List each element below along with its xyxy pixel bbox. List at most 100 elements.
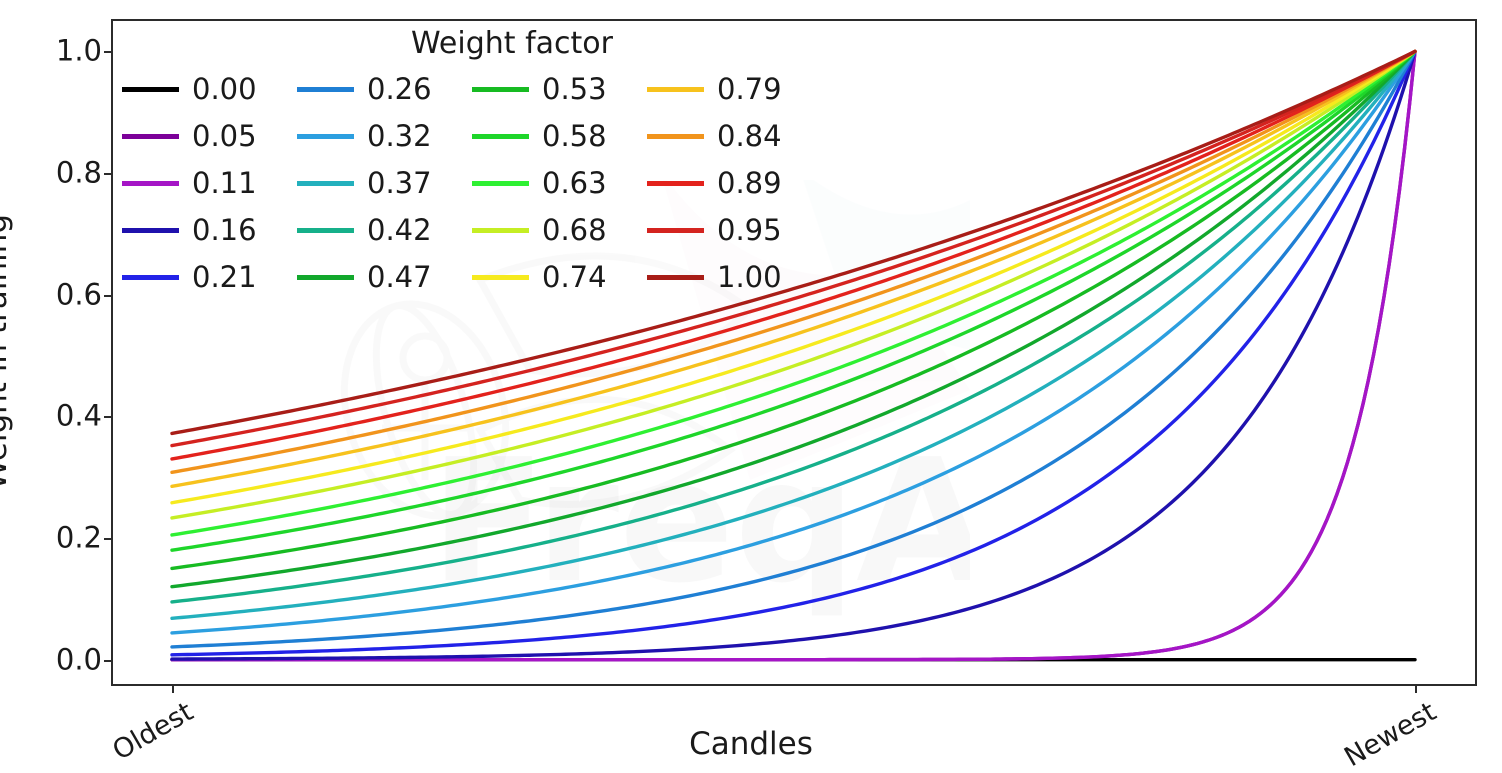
legend-entry[interactable]: 0.79 [647,70,822,110]
legend-entry-label: 0.58 [542,119,607,153]
data-series-line [170,49,1417,635]
legend-entry[interactable]: 0.26 [297,70,472,110]
y-tick-label: 0.6 [55,277,102,312]
legend-entry[interactable]: 0.58 [472,117,647,157]
data-series-line [170,49,1417,520]
legend-color-swatch [297,134,354,139]
legend-color-swatch [297,228,354,233]
legend-entry[interactable]: 0.05 [122,117,297,157]
data-series-line [170,49,1417,461]
legend-color-swatch [647,228,704,233]
legend-entry-label: 0.84 [717,119,782,153]
legend-color-swatch [122,181,179,186]
legend-entry-label: 0.68 [542,213,607,247]
curves-layer [170,49,1417,662]
legend-entry-label: 0.74 [542,260,607,294]
legend-color-swatch [297,87,354,92]
legend-title: Weight factor [411,26,613,61]
legend-entry-label: 0.89 [717,166,782,200]
y-tick-mark [104,51,113,54]
y-tick-label: 0.4 [55,398,102,433]
y-tick-mark [104,538,113,541]
x-tick-mark [1415,684,1417,693]
x-tick-label: Newest [1339,696,1442,773]
legend-color-swatch [472,134,529,139]
legend-entry[interactable]: 0.84 [647,117,822,157]
y-tick-mark [104,659,113,662]
data-series-line [170,49,1417,604]
legend-entry[interactable]: 0.95 [647,211,822,251]
legend-entry-label: 0.00 [192,72,257,106]
legend-color-swatch [122,228,179,233]
legend-entry[interactable]: 0.21 [122,258,297,298]
legend-entry[interactable]: 0.53 [472,70,647,110]
x-tick-mark [172,684,174,693]
legend-entry[interactable]: 0.16 [122,211,297,251]
x-tick-label: Oldest [107,696,199,767]
legend-entry-label: 1.00 [717,260,782,294]
data-series-line [170,49,1417,661]
legend-entry[interactable]: 0.63 [472,164,647,204]
data-series-line [170,49,1417,571]
legend-entry-label: 0.16 [192,213,257,247]
data-series-line [170,49,1417,589]
legend-entry-label: 0.79 [717,72,782,106]
legend-entry[interactable]: 0.68 [472,211,647,251]
legend-entry[interactable]: 0.11 [122,164,297,204]
legend-entry-label: 0.53 [542,72,607,106]
legend-entry[interactable]: 1.00 [647,258,822,298]
data-series-line [170,49,1417,537]
legend-color-swatch [647,181,704,186]
legend-entries: 0.00 0.05 0.11 0.16 0.21 0.26 0.32 0.37 0.42 0.47… [122,70,822,298]
legend-color-swatch [472,228,529,233]
legend-entry[interactable]: 0.74 [472,258,647,298]
legend-color-swatch [122,134,179,139]
legend-color-swatch [472,181,529,186]
y-tick-label: 0.8 [55,155,102,190]
y-tick-mark [104,173,113,176]
data-series-line [170,49,1417,475]
data-series-line [170,49,1417,436]
legend-entry-label: 0.21 [192,260,257,294]
data-series-line [170,49,1417,621]
legend-entry[interactable]: 0.42 [297,211,472,251]
legend-entry-label: 0.47 [367,260,432,294]
legend-entry[interactable]: 0.37 [297,164,472,204]
y-axis-label: Weight in training [0,213,14,491]
legend-color-swatch [472,87,529,92]
legend-color-swatch [122,275,179,280]
y-tick-mark [104,416,113,419]
y-tick-label: 0.0 [55,642,102,677]
legend-entry-label: 0.63 [542,166,607,200]
legend-entry-label: 0.11 [192,166,257,200]
data-series-line [170,49,1417,505]
y-tick-label: 0.2 [55,520,102,555]
plot-axes: 0.0 0.2 0.4 0.6 0.8 1.0 Oldest Newest [56,19,1477,773]
legend-color-swatch [647,275,704,280]
legend-color-swatch [122,87,179,92]
legend-entry-label: 0.37 [367,166,432,200]
data-series-line [170,49,1417,489]
legend-entry[interactable]: 0.89 [647,164,822,204]
legend-color-swatch [472,275,529,280]
legend-color-swatch [647,87,704,92]
y-tick-label: 1.0 [55,33,102,68]
legend-entry-label: 0.05 [192,119,257,153]
legend-color-swatch [297,181,354,186]
legend-entry-label: 0.26 [367,72,432,106]
legend-entry-label: 0.42 [367,213,432,247]
legend-entry[interactable]: 0.00 [122,70,297,110]
legend-entry-label: 0.32 [367,119,432,153]
y-tick-mark [104,294,113,297]
legend-color-swatch [297,275,354,280]
data-series-line [170,49,1417,662]
data-series-line [170,49,1417,649]
legend-entry[interactable]: 0.47 [297,258,472,298]
x-axis-label: Candles [689,726,813,762]
data-series-line [170,49,1417,657]
data-series-line [170,49,1417,448]
legend-entry-label: 0.95 [717,213,782,247]
legend-entry[interactable]: 0.32 [297,117,472,157]
legend-color-swatch [647,134,704,139]
